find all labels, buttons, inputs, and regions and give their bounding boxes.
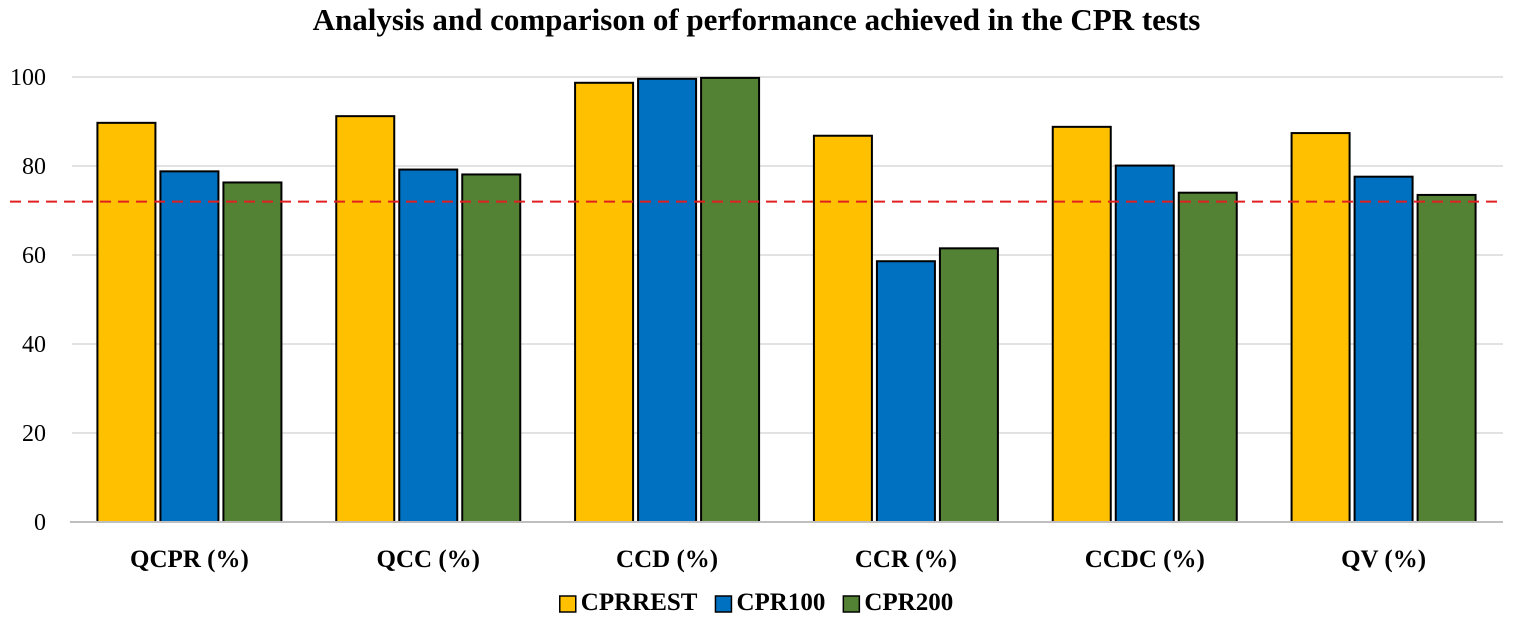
legend-item-cpr200: CPR200	[842, 589, 953, 616]
y-tick-label: 60	[22, 243, 46, 269]
legend-label: CPR100	[736, 589, 825, 616]
bar-cpr100-0	[159, 170, 220, 523]
bar-cprrest-2	[574, 81, 635, 523]
legend-item-cprrest: CPRREST	[559, 589, 698, 616]
legend-item-cpr100: CPR100	[714, 589, 825, 616]
bar-cprrest-1	[335, 115, 396, 523]
y-tick-label: 0	[34, 510, 46, 536]
bar-cpr100-2	[637, 77, 698, 523]
x-tick-label: QV (%)	[1341, 546, 1426, 573]
bar-cpr200-2	[700, 76, 761, 523]
legend-swatch	[559, 595, 577, 613]
x-tick-label: QCC (%)	[377, 546, 480, 573]
chart-title: Analysis and comparison of performance a…	[312, 2, 1201, 37]
bar-cpr100-5	[1353, 175, 1414, 523]
x-tick-label: CCD (%)	[616, 546, 718, 573]
bar-cpr200-0	[222, 181, 283, 523]
legend-label: CPR200	[864, 589, 953, 616]
bar-cpr200-3	[938, 247, 999, 523]
bar-cpr100-1	[398, 168, 459, 523]
bar-cprrest-3	[812, 134, 873, 524]
bar-cpr200-5	[1416, 193, 1477, 524]
gridlines	[72, 76, 1503, 434]
bar-cprrest-4	[1051, 125, 1112, 523]
x-tick-label: CCDC (%)	[1085, 546, 1205, 573]
bar-cpr200-1	[461, 173, 522, 524]
bar-cprrest-0	[96, 121, 157, 524]
legend-label: CPRREST	[581, 589, 698, 616]
bar-cpr200-4	[1177, 191, 1238, 523]
legend-swatch	[842, 595, 861, 613]
y-tick-label: 20	[22, 421, 46, 447]
x-tick-label: QCPR (%)	[130, 546, 249, 573]
y-tick-label: 40	[22, 332, 46, 358]
legend: CPRREST CPR100 CPR200	[559, 589, 953, 616]
y-tick-label: 100	[10, 65, 46, 91]
x-tick-label: CCR (%)	[855, 546, 957, 573]
bar-cprrest-5	[1290, 132, 1351, 523]
y-tick-label: 80	[22, 154, 46, 180]
bars	[96, 76, 1477, 524]
bar-cpr100-3	[875, 260, 936, 523]
legend-swatch	[714, 595, 733, 613]
bar-cpr100-4	[1114, 164, 1175, 523]
